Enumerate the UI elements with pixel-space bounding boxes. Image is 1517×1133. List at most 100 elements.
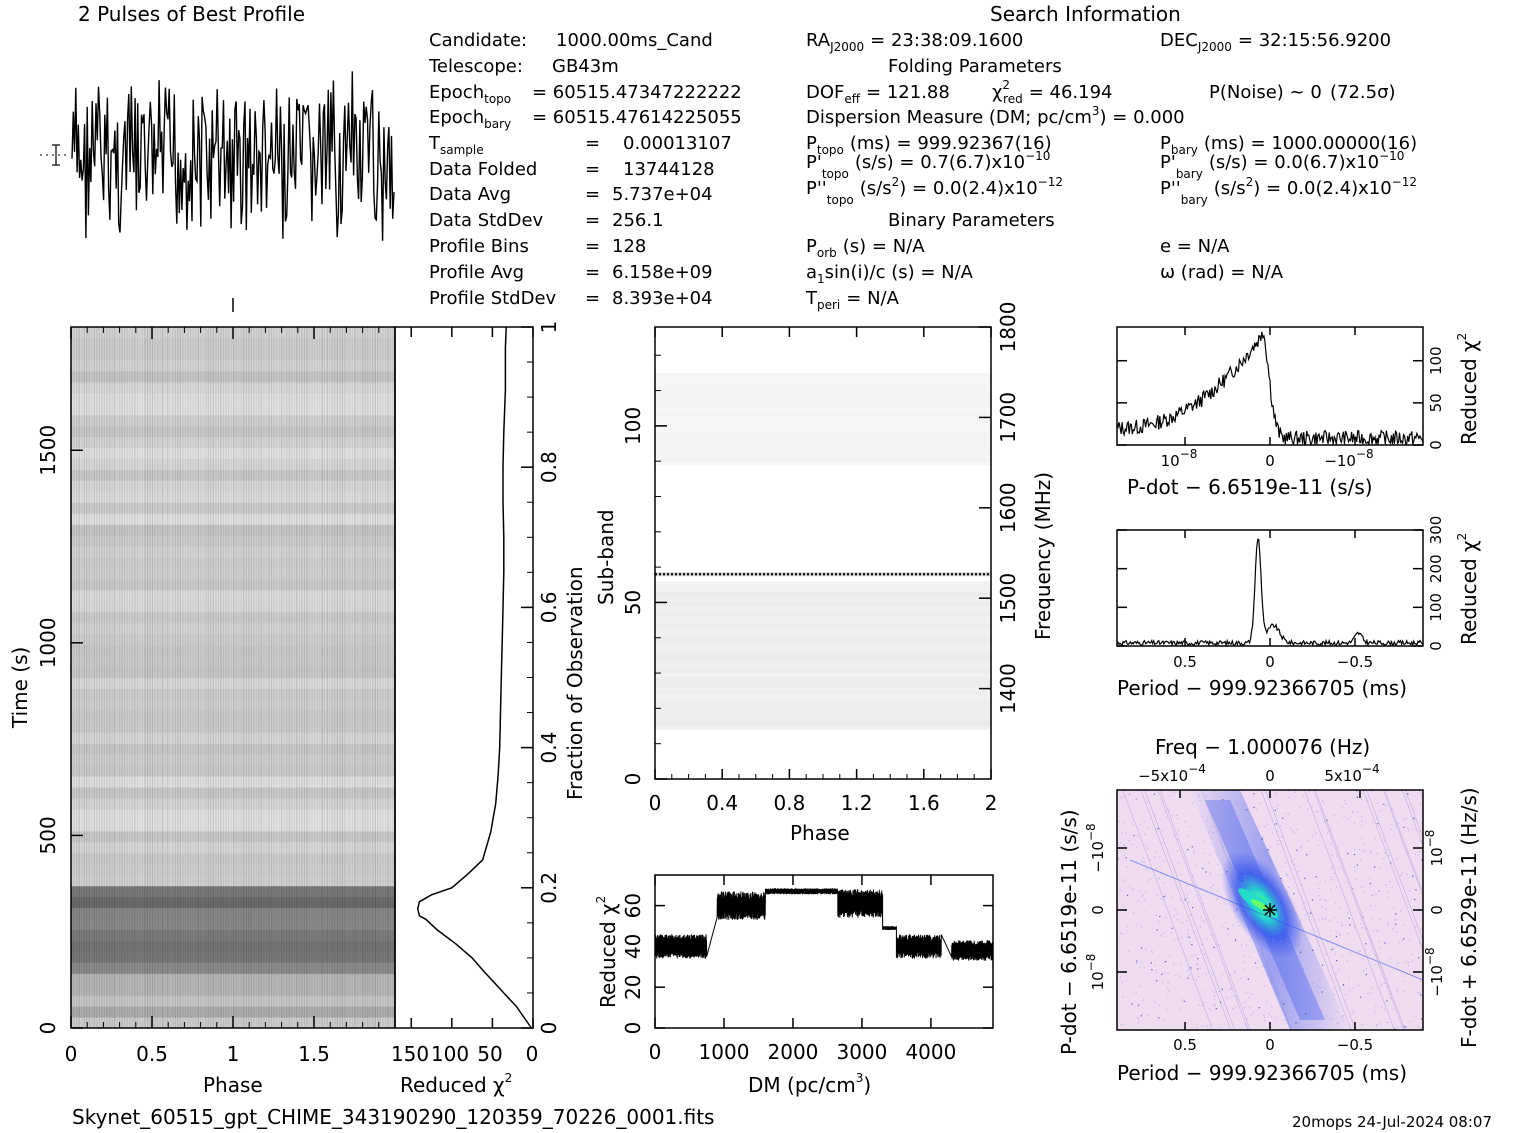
period-pdot-map-speck — [1158, 920, 1160, 922]
period-pdot-map-speck — [1190, 914, 1192, 916]
period-pdot-map-speck — [1349, 953, 1351, 955]
period-chi2-xtick-label: 0.5 — [1173, 653, 1197, 671]
period-pdot-map-speck — [1346, 959, 1348, 962]
period-pdot-map-speck — [1374, 1010, 1376, 1012]
time-phase-column — [331, 327, 333, 1028]
period-pdot-map-speck — [1390, 828, 1392, 831]
period-pdot-map-speck — [1166, 816, 1168, 819]
time-phase-column — [205, 327, 207, 1028]
subband-phase-row — [655, 627, 991, 632]
period-pdot-map-speck — [1305, 1002, 1307, 1004]
period-pdot-map-speck — [1393, 919, 1395, 921]
period-pdot-map-streak — [1382, 790, 1423, 897]
reduced-chi2-time-ytick-label: 0.2 — [537, 872, 561, 904]
time-phase-column — [177, 327, 179, 1028]
period-pdot-map-speck — [1187, 969, 1189, 971]
period-pdot-map-speck — [1234, 970, 1236, 972]
period-pdot-map-speck — [1228, 835, 1230, 838]
period-pdot-map-streak — [1144, 790, 1235, 1030]
period-pdot-map-speck — [1170, 932, 1172, 934]
period-pdot-map-speck — [1330, 879, 1332, 881]
subband-phase-row — [655, 609, 991, 614]
period-pdot-map-speck — [1241, 879, 1243, 881]
period-pdot-map-speck — [1295, 1022, 1297, 1024]
period-pdot-map-speck — [1419, 980, 1422, 982]
period-pdot-map-speck — [1214, 1003, 1216, 1006]
time-phase-column — [255, 327, 257, 1028]
period-pdot-map-speck — [1351, 811, 1353, 813]
time-phase-column — [253, 327, 255, 1028]
time-phase-column — [367, 327, 369, 1028]
time-phase-row — [71, 502, 395, 514]
period-pdot-map-speck — [1239, 867, 1241, 870]
period-pdot-map-speck — [1256, 809, 1258, 811]
period-pdot-map-speck — [1296, 828, 1298, 831]
period-pdot-map-speck — [1148, 1015, 1150, 1017]
period-pdot-map-speck — [1300, 1025, 1302, 1027]
time-phase-column — [291, 327, 293, 1028]
period-pdot-map-speck — [1202, 903, 1204, 905]
period-pdot-map-streak — [1366, 790, 1423, 942]
time-phase-column — [187, 327, 189, 1028]
period-pdot-map-speck — [1218, 1026, 1220, 1028]
period-pdot-map-speck — [1262, 860, 1264, 862]
subband-phase-row — [655, 623, 991, 628]
period-pdot-map-speck — [1338, 933, 1340, 935]
period-pdot-map-speck — [1276, 807, 1279, 810]
subband-phase-row — [655, 411, 991, 416]
period-pdot-map-speck — [1376, 930, 1378, 932]
period-pdot-map-speck — [1159, 865, 1161, 867]
period-pdot-map-speck — [1267, 849, 1269, 851]
period-pdot-map-speck — [1353, 1012, 1355, 1014]
time-phase-column — [306, 327, 308, 1028]
time-phase-ylabel: Time (s) — [8, 647, 32, 729]
period-pdot-map-speck — [1118, 820, 1120, 822]
period-pdot-map-speck — [1263, 873, 1265, 875]
period-pdot-map-speck — [1128, 793, 1130, 795]
period-pdot-map-speck — [1347, 818, 1349, 820]
period-pdot-map-speck — [1333, 879, 1335, 881]
period-pdot-map-speck — [1325, 916, 1327, 918]
time-phase-column — [126, 327, 128, 1028]
subband-phase-xtick-label: 1.6 — [908, 791, 940, 815]
period-pdot-map-speck — [1330, 843, 1332, 845]
period-pdot-map-speck — [1413, 817, 1415, 819]
period-pdot-map-speck — [1308, 791, 1310, 793]
period-pdot-map-speck — [1296, 946, 1298, 948]
period-pdot-map-speck — [1353, 854, 1356, 856]
time-phase-column — [192, 327, 194, 1028]
period-pdot-map-speck — [1393, 907, 1395, 909]
time-phase-row — [71, 491, 395, 503]
subband-phase-row — [655, 606, 991, 610]
period-pdot-map-speck — [1400, 910, 1402, 912]
period-pdot-map-speck — [1360, 886, 1362, 888]
period-pdot-map-streak — [1157, 790, 1249, 1030]
period-pdot-map-speck — [1279, 977, 1281, 979]
period-pdot-map-speck — [1376, 817, 1378, 819]
period-pdot-map-speck — [1133, 912, 1135, 914]
period-pdot-map-speck — [1309, 988, 1311, 990]
period-pdot-map-speck — [1311, 1025, 1313, 1027]
period-pdot-map-speck — [1243, 968, 1245, 970]
info-epoch-bary-label: Epochbary — [429, 107, 511, 131]
period-pdot-map-speck — [1126, 866, 1128, 868]
time-phase-row — [71, 370, 395, 383]
time-phase-column — [281, 327, 283, 1028]
time-phase-column — [354, 327, 356, 1028]
subband-phase-y2tick-label: 1400 — [996, 663, 1020, 714]
subband-phase-row — [655, 457, 991, 462]
period-pdot-map-speck — [1257, 907, 1259, 909]
period-pdot-map-y2label: F-dot + 6.6529e-11 (Hz/s) — [1457, 787, 1481, 1048]
period-pdot-map-speck — [1317, 882, 1319, 884]
period-pdot-map-speck — [1398, 942, 1401, 944]
period-pdot-map-speck — [1251, 1014, 1253, 1016]
period-pdot-map-speck — [1288, 946, 1290, 948]
period-pdot-map-speck — [1281, 836, 1283, 838]
subband-phase-row — [655, 595, 991, 600]
period-pdot-map-speck — [1318, 1007, 1320, 1009]
period-pdot-map-speck — [1282, 953, 1284, 955]
period-pdot-map-speck — [1155, 970, 1157, 972]
time-phase-column — [359, 327, 361, 1028]
period-pdot-map-speck — [1136, 960, 1138, 962]
period-pdot-map-speck — [1333, 872, 1335, 874]
